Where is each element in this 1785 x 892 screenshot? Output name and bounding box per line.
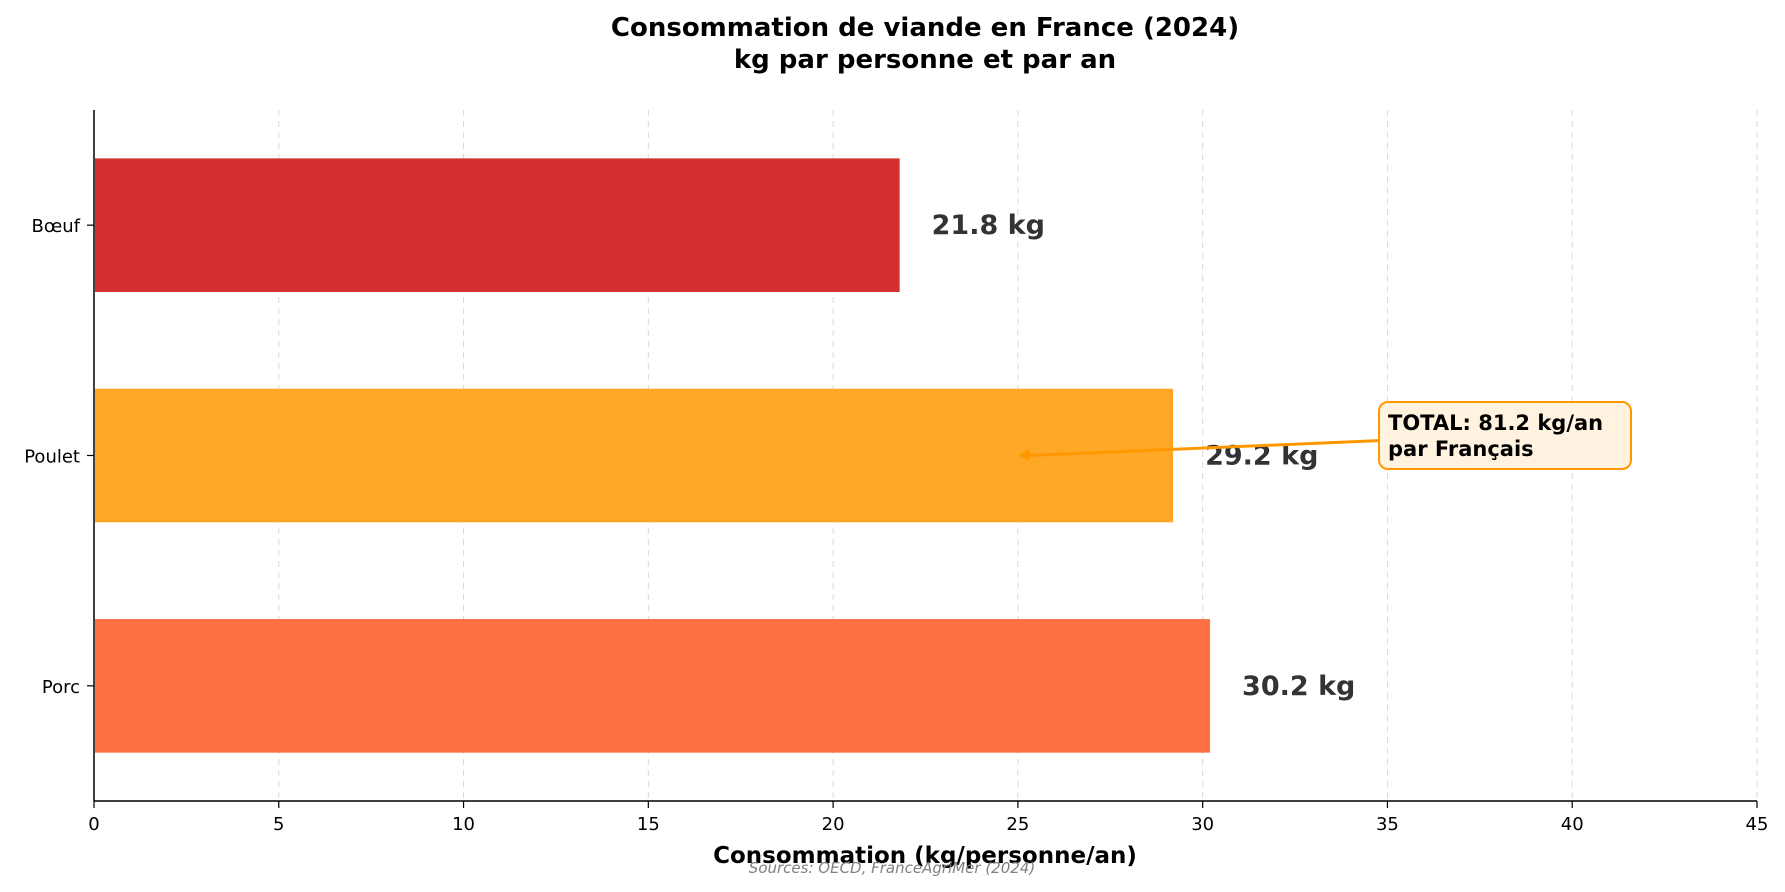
category-label-2: Porc (42, 677, 80, 698)
annotation-text-line-1: TOTAL: 81.2 kg/an (1388, 411, 1603, 435)
category-label-0: Bœuf (31, 216, 80, 237)
source-note: Sources: OECD, FranceAgriMer (2024) (749, 859, 1035, 877)
x-tick-label-6: 30 (1191, 814, 1214, 835)
x-tick-label-8: 40 (1561, 814, 1584, 835)
annotation-text-line-2: par Français (1388, 437, 1534, 461)
total-annotation: TOTAL: 81.2 kg/an par Français (1017, 401, 1632, 470)
x-tick-label-0: 0 (88, 814, 99, 835)
x-tick-label-3: 15 (637, 814, 660, 835)
x-ticks: 0 5 10 15 20 25 30 35 40 45 (88, 801, 1768, 835)
x-tick-label-2: 10 (452, 814, 475, 835)
x-axis-label: Consommation (kg/personne/an) (713, 843, 1137, 869)
value-label-0: 21.8 kg (932, 210, 1045, 241)
x-tick-label-7: 35 (1376, 814, 1399, 835)
x-tick-label-5: 25 (1006, 814, 1029, 835)
value-label-2: 30.2 kg (1242, 671, 1355, 702)
annotation-box (1378, 401, 1632, 470)
bar-0 (95, 158, 900, 292)
chart-title-line-2: kg par personne et par an (734, 45, 1116, 75)
y-category-labels: Bœuf Poulet Porc (24, 216, 94, 698)
x-tick-label-9: 45 (1746, 814, 1769, 835)
x-tick-label-4: 20 (822, 814, 845, 835)
category-label-1: Poulet (24, 447, 80, 468)
annotation-arrow (1027, 439, 1382, 457)
bar-2 (95, 619, 1211, 753)
x-tick-label-1: 5 (273, 814, 284, 835)
bar-1 (95, 388, 1174, 523)
annotation-arrowhead (1017, 449, 1031, 462)
chart-title-line-1: Consommation de viande en France (2024) (611, 13, 1239, 43)
bars (95, 158, 1211, 753)
